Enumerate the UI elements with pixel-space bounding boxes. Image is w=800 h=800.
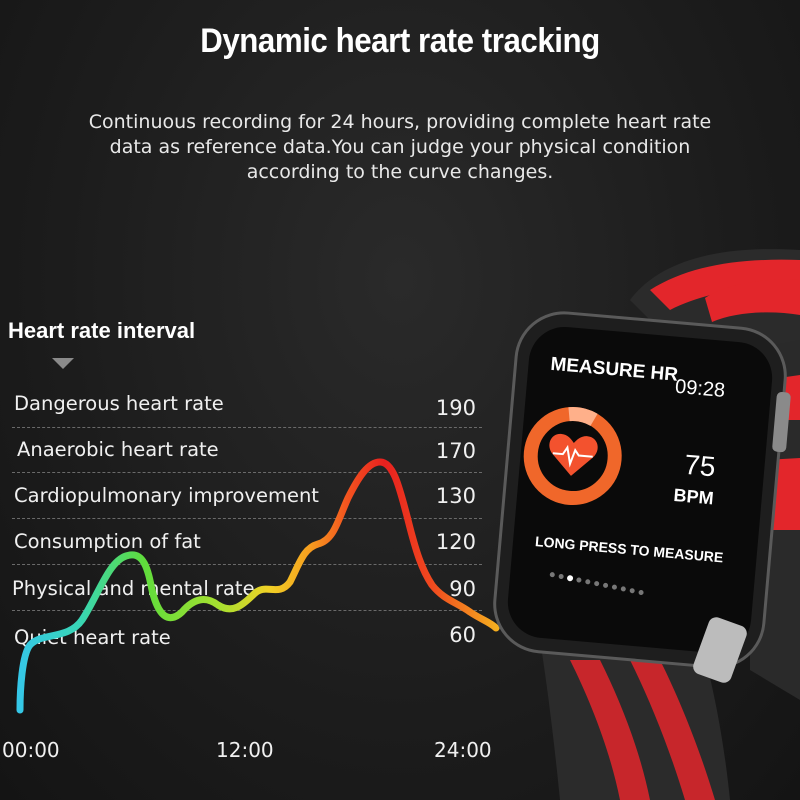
time-label-mid: 12:00 — [216, 738, 274, 762]
heart-rate-curve — [16, 458, 500, 714]
zone-value-dangerous: 190 — [435, 396, 476, 420]
page-indicator-dots — [549, 572, 644, 595]
page-title: Dynamic heart rate tracking — [200, 22, 600, 60]
description-line: according to the curve changes. — [246, 161, 554, 183]
time-label-start: 00:00 — [2, 738, 60, 762]
zone-value-anaerobic: 170 — [435, 439, 476, 463]
zone-label-mental: Physical and mental rate — [12, 577, 255, 600]
time-label-end: 24:00 — [434, 738, 492, 762]
zone-divider — [12, 472, 482, 473]
zone-label-dangerous: Dangerous heart rate — [14, 392, 224, 415]
zone-divider — [12, 564, 482, 565]
watch-side-button — [772, 391, 791, 453]
zone-divider — [12, 518, 482, 519]
interval-title: Heart rate interval — [8, 318, 196, 343]
zone-divider — [12, 610, 482, 611]
heart-rate-curve-chart — [16, 458, 504, 714]
zone-divider — [12, 427, 482, 428]
bpm-value: 75 — [683, 449, 717, 483]
zone-label-cardio: Cardiopulmonary improvement — [14, 484, 319, 507]
smartwatch-image: MEASURE HR 09:28 75 BPM LONG PRESS TO ME… — [493, 249, 800, 800]
zone-label-anaerobic: Anaerobic heart rate — [17, 438, 219, 461]
description-line: data as reference data.You can judge you… — [109, 136, 691, 158]
zone-label-fat: Consumption of fat — [14, 530, 201, 553]
bpm-unit: BPM — [673, 485, 715, 508]
zone-value-mental: 90 — [449, 577, 476, 601]
zone-value-fat: 120 — [435, 530, 476, 554]
zone-value-quiet: 60 — [449, 623, 476, 647]
screen-time: 09:28 — [674, 376, 726, 402]
zone-value-cardio: 130 — [435, 484, 476, 508]
triangle-down-icon — [52, 358, 74, 369]
description-line: Continuous recording for 24 hours, provi… — [88, 111, 712, 133]
description: Continuous recording for 24 hours, provi… — [60, 110, 740, 185]
zone-label-quiet: Quiet heart rate — [14, 626, 171, 649]
